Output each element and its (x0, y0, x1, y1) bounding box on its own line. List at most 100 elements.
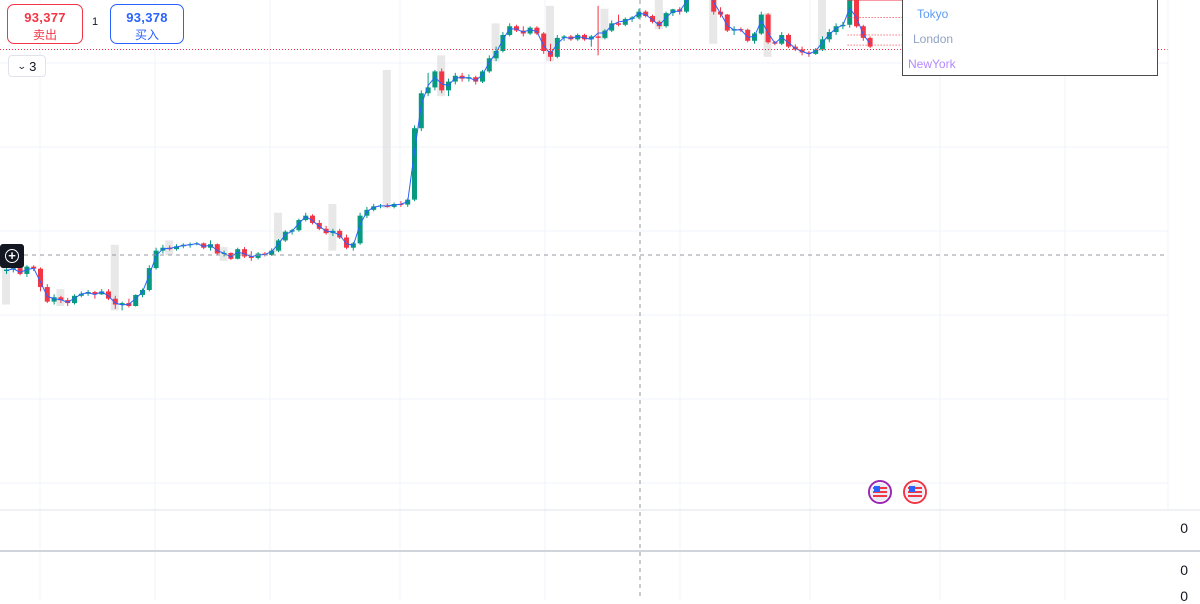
candle (425, 72, 431, 97)
pane-value: 0 (1180, 588, 1188, 604)
candle (486, 55, 492, 73)
vwap-line (6, 0, 871, 306)
candle (38, 267, 43, 292)
candle (616, 14, 621, 27)
candle (820, 36, 825, 51)
candle (228, 252, 234, 260)
candle (201, 242, 207, 250)
us-flag-event-icon[interactable] (903, 480, 927, 504)
chart-grid (0, 0, 1168, 600)
candle (765, 13, 771, 44)
candle (51, 294, 57, 305)
candle (711, 0, 717, 15)
sell-price: 93,377 (24, 10, 66, 25)
candle (758, 11, 764, 35)
candle (554, 34, 560, 59)
candle (527, 26, 533, 35)
volume-profile-bar (709, 0, 718, 44)
candle (847, 0, 853, 28)
candle (602, 29, 608, 40)
spread-value: 1 (92, 16, 99, 28)
candle (44, 284, 50, 304)
candle (833, 23, 839, 35)
candle (310, 214, 315, 225)
indicators-collapse-button[interactable]: ⌄ 3 (8, 55, 46, 77)
candle (446, 78, 451, 97)
candle (493, 46, 499, 62)
candle (418, 90, 424, 132)
us-flag-icon (906, 483, 924, 501)
candle (588, 34, 594, 47)
buy-button[interactable]: 93,378 买入 (110, 4, 184, 44)
candles-layer (4, 0, 873, 311)
volume-profile-bar (546, 5, 554, 62)
add-alert-button[interactable]: + (0, 244, 24, 268)
candle (432, 69, 438, 91)
volume-profile-bar (491, 23, 500, 62)
candle (119, 301, 125, 311)
candle (684, 0, 689, 14)
candle (140, 288, 145, 298)
session-london: London (913, 32, 954, 46)
candle (724, 13, 730, 33)
candle (282, 230, 288, 242)
plus-circle-icon: + (5, 249, 19, 263)
candle (867, 36, 873, 49)
pane-value: 0 (1180, 562, 1188, 578)
candle (255, 252, 261, 260)
candle (112, 295, 118, 309)
candle (146, 265, 152, 292)
candle (24, 265, 30, 277)
sell-button[interactable]: 93,377 卖出 (7, 4, 83, 44)
us-flag-icon (871, 483, 889, 501)
candle (663, 11, 669, 28)
sessions-legend: Tokyo London NewYork (902, 0, 1158, 76)
candle (595, 5, 601, 56)
candle (779, 32, 785, 46)
candle (745, 28, 751, 43)
candle (622, 17, 628, 27)
volume-profile-bar (110, 244, 119, 311)
volume-profile-bar (818, 0, 826, 51)
candle (786, 33, 791, 49)
candle (480, 69, 485, 84)
candle (296, 218, 302, 232)
chevron-down-icon: ⌄ (16, 60, 27, 71)
volume-profile-bar (328, 204, 337, 251)
sell-label: 卖出 (32, 28, 57, 42)
volume-profile-bar (274, 212, 282, 253)
indicator-count: 3 (29, 58, 37, 74)
candle (541, 32, 547, 54)
candle (636, 8, 642, 19)
candle (507, 23, 513, 37)
candle (350, 241, 356, 251)
volume-profile-bar (600, 8, 609, 40)
candle (439, 68, 445, 94)
candle (609, 20, 615, 33)
volume-profile-bar (2, 265, 10, 305)
candle (344, 234, 349, 250)
session-newyork: NewYork (908, 57, 956, 71)
candle (650, 14, 655, 24)
candle (854, 0, 859, 28)
candle (235, 247, 241, 260)
candle (643, 10, 649, 18)
candle (752, 32, 757, 44)
volume-profile-bar (654, 0, 663, 30)
candle (276, 238, 281, 253)
candle (860, 24, 866, 41)
candle (133, 294, 139, 307)
buy-price: 93,378 (126, 10, 168, 25)
candle (813, 48, 819, 55)
candle (412, 125, 417, 202)
pane-value: 0 (1180, 520, 1188, 536)
us-flag-event-icon[interactable] (868, 480, 892, 504)
candle (357, 212, 363, 245)
volume-profile-bar (382, 69, 391, 209)
session-tokyo: Tokyo (917, 7, 949, 21)
candle (242, 247, 247, 258)
candle (582, 33, 587, 41)
candle (17, 267, 23, 276)
candle (153, 247, 159, 270)
